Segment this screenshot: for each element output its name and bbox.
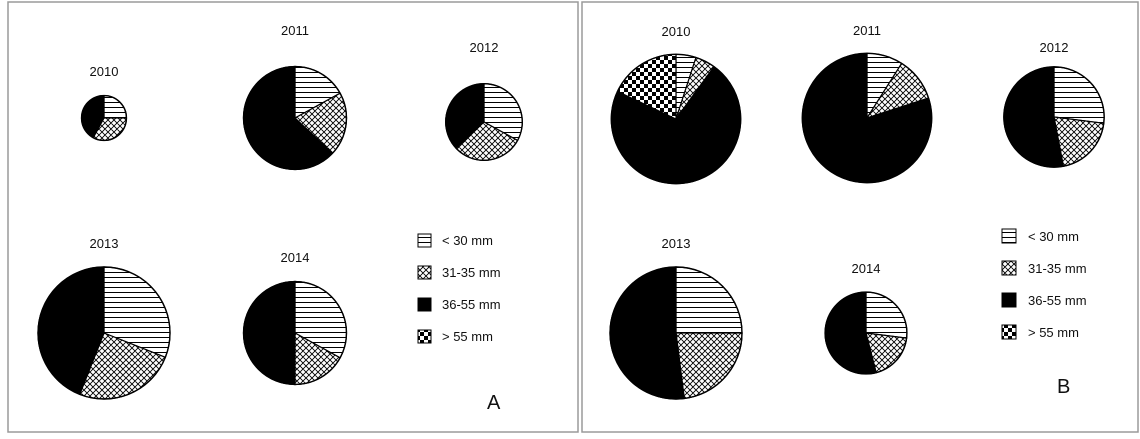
pie-a-2012: 2012	[445, 40, 523, 161]
pie-a-2013: 2013	[37, 236, 171, 400]
legend-b-label-31-35: 31-35 mm	[1028, 261, 1087, 276]
year-label-b-2012: 2012	[1040, 40, 1069, 55]
pie-a-2010: 2010	[80, 64, 128, 142]
slice-b-2013-36-55	[609, 266, 685, 400]
legend-b-swatch-lt30	[1001, 228, 1017, 244]
year-label-b-2014: 2014	[852, 261, 881, 276]
pie-outline	[824, 291, 908, 375]
pie-outline	[445, 83, 523, 161]
slice-b-2012-36-55	[1003, 66, 1065, 168]
slice-b-2013-lt30	[675, 266, 743, 334]
pie-b-2010: 2010	[610, 24, 742, 185]
pie-a-2011: 2011	[242, 23, 348, 171]
pie-outline	[242, 280, 348, 386]
legend-b-label-gt55: > 55 mm	[1028, 325, 1079, 340]
legend-b-label-lt30: < 30 mm	[1028, 229, 1079, 244]
slice-b-2014-lt30	[865, 291, 908, 339]
pie-b-2013: 2013	[609, 236, 743, 400]
year-label-a-2013: 2013	[90, 236, 119, 251]
pie-outline	[801, 52, 933, 184]
slice-b-2013-31-35	[675, 332, 743, 400]
legend-a-swatch-31-35	[417, 265, 432, 280]
panel-label-a: A	[487, 392, 501, 414]
legend-a-label-gt55: > 55 mm	[442, 329, 493, 344]
slice-b-2012-lt30	[1053, 66, 1105, 124]
legend-b-swatch-31-35	[1001, 260, 1017, 276]
pie-outline	[37, 266, 171, 400]
pie-b-2011: 2011	[801, 23, 933, 184]
legend-b-label-36-55: 36-55 mm	[1028, 293, 1087, 308]
panel-a-frame	[7, 1, 579, 433]
pie-outline	[80, 94, 128, 142]
legend-b: < 30 mm 31-35 mm 36-55 mm > 55 mm	[1001, 228, 1087, 340]
panel-a: 2010 2011 2012 2013 2014	[37, 23, 523, 400]
year-label-a-2010: 2010	[90, 64, 119, 79]
year-label-a-2011: 2011	[281, 23, 309, 38]
year-label-b-2010: 2010	[662, 24, 691, 39]
panel-b-frame	[581, 1, 1139, 433]
legend-a-label-31-35: 31-35 mm	[442, 265, 501, 280]
pie-outline	[610, 53, 742, 185]
year-label-a-2012: 2012	[470, 40, 499, 55]
year-label-b-2013: 2013	[662, 236, 691, 251]
panel-label-b: B	[1057, 376, 1070, 398]
legend-b-swatch-36-55	[1001, 292, 1017, 308]
legend-a-swatch-gt55	[417, 329, 432, 344]
legend-a-swatch-36-55	[417, 297, 432, 312]
legend-b-swatch-gt55	[1001, 324, 1017, 340]
pie-a-2014: 2014	[242, 250, 348, 386]
legend-a-label-36-55: 36-55 mm	[442, 297, 501, 312]
legend-a: < 30 mm 31-35 mm 36-55 mm > 55 mm	[417, 233, 501, 344]
legend-a-label-lt30: < 30 mm	[442, 233, 493, 248]
pie-outline	[1003, 66, 1105, 168]
pie-outline	[242, 65, 348, 171]
panel-b: 2010 2011 2012 2013 2014	[609, 23, 1105, 400]
pie-b-2012: 2012	[1003, 40, 1105, 168]
legend-a-swatch-lt30	[417, 233, 432, 248]
pie-b-2014: 2014	[824, 261, 908, 375]
year-label-b-2011: 2011	[853, 23, 881, 38]
year-label-a-2014: 2014	[281, 250, 310, 265]
pie-outline	[609, 266, 743, 400]
slice-a-2014-36-55	[242, 280, 296, 386]
